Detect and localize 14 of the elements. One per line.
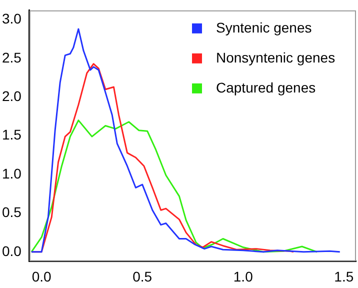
y-tick-label: 1.5: [2, 126, 22, 143]
y-tick-label: 1.0: [2, 165, 22, 182]
x-tick-label: 0.5: [132, 268, 152, 284]
legend-label: Captured genes: [216, 79, 316, 96]
x-tick-label: 1.5: [334, 268, 354, 284]
y-tick-label: 0.0: [2, 242, 22, 259]
x-tick-label: 1.0: [233, 268, 254, 284]
y-tick-label: 2.5: [2, 49, 22, 66]
x-tick-label: 0.0: [32, 268, 52, 284]
legend-label: Syntenic genes: [216, 19, 312, 36]
y-tick-label: 3.0: [2, 10, 22, 27]
y-tick-label: 2.0: [2, 88, 22, 104]
legend-label: Nonsyntenic genes: [216, 49, 336, 66]
y-tick-label: 0.5: [2, 204, 22, 220]
